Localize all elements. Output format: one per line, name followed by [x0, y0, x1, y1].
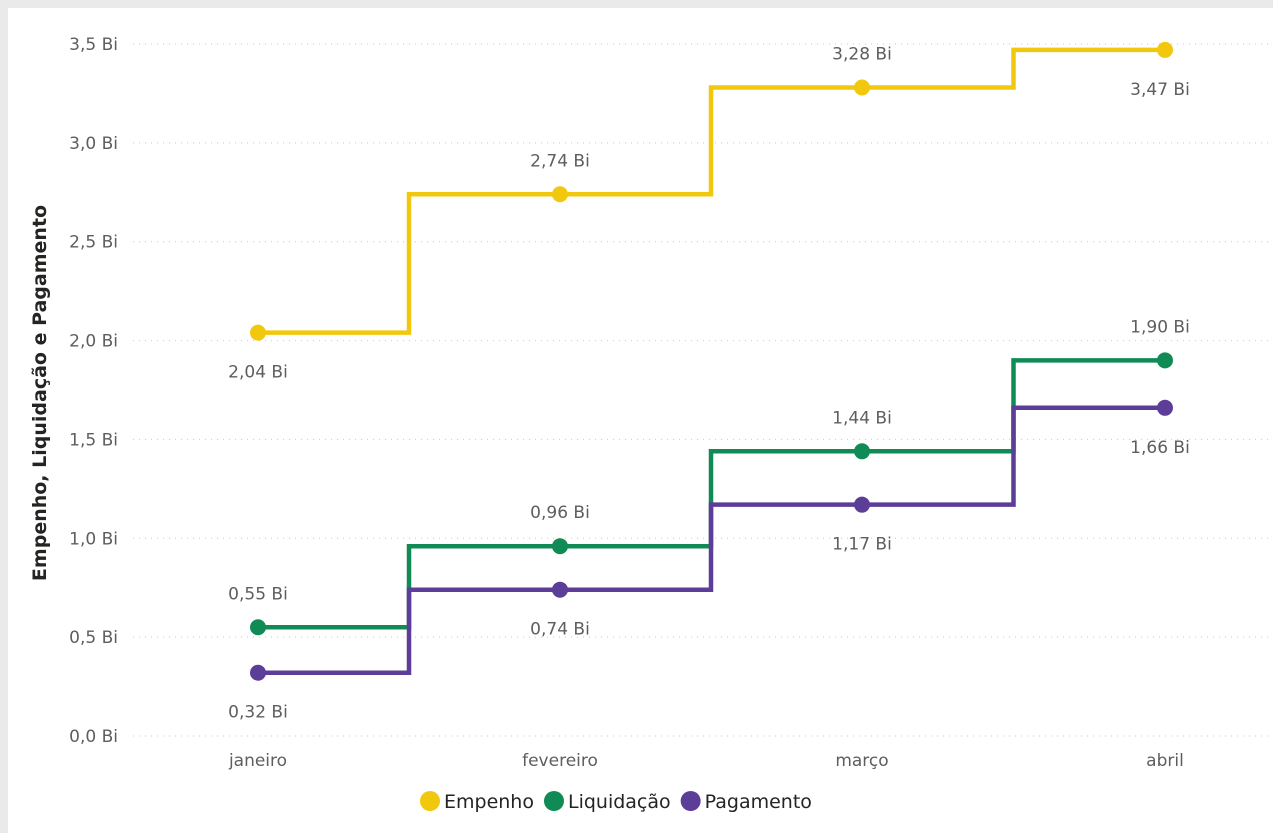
chart-panel: 0,0 Bi 0,5 Bi 1,0 Bi 1,5 Bi 2,0 Bi 2,5 Bi 3,0 …	[8, 8, 1273, 833]
data-point	[250, 619, 266, 636]
legend-marker	[543, 791, 564, 811]
y-tick-label: 2,0 Bi	[69, 332, 118, 352]
y-tick-label: 3,0 Bi	[69, 134, 118, 154]
legend: Empenho Liquidação Pagamento	[420, 791, 812, 813]
data-label: 1,17 Bi	[832, 535, 892, 555]
data-label: 0,55 Bi	[228, 584, 288, 604]
gridlines	[133, 43, 1273, 737]
x-tick-label: abril	[1146, 751, 1184, 771]
step-line-chart: 0,0 Bi 0,5 Bi 1,0 Bi 1,5 Bi 2,0 Bi 2,5 Bi 3,0 …	[29, 35, 1273, 813]
legend-label: Liquidação	[568, 791, 671, 813]
data-label: 0,96 Bi	[530, 503, 590, 523]
data-point	[250, 324, 266, 341]
data-label: 3,28 Bi	[832, 44, 892, 64]
y-tick-label: 2,5 Bi	[69, 233, 118, 253]
data-point	[854, 496, 870, 513]
x-tick-label: fevereiro	[522, 751, 598, 771]
data-point	[552, 538, 568, 555]
y-tick-label: 3,5 Bi	[69, 35, 118, 55]
data-label: 0,32 Bi	[228, 703, 288, 723]
legend-label: Empenho	[444, 791, 534, 813]
x-axis-ticks: janeiro fevereiro março abril	[228, 751, 1184, 771]
x-tick-label: janeiro	[228, 751, 287, 771]
data-point	[250, 664, 266, 681]
data-label: 1,90 Bi	[1130, 317, 1190, 337]
y-tick-label: 0,5 Bi	[69, 628, 118, 648]
series-line-pagamento	[258, 405, 1165, 675]
data-label: 1,66 Bi	[1130, 438, 1190, 458]
data-point	[854, 79, 870, 96]
data-label: 2,04 Bi	[228, 363, 288, 383]
data-label: 1,44 Bi	[832, 408, 892, 428]
y-tick-label: 0,0 Bi	[69, 727, 118, 747]
y-axis-title: Empenho, Liquidação e Pagamento	[29, 205, 51, 581]
data-point	[1157, 399, 1173, 416]
data-point	[1157, 41, 1173, 58]
data-point	[552, 186, 568, 203]
data-label: 3,47 Bi	[1130, 80, 1190, 100]
legend-marker	[420, 791, 440, 811]
data-label: 0,74 Bi	[530, 620, 590, 640]
legend-marker	[680, 791, 701, 811]
y-tick-label: 1,0 Bi	[69, 529, 118, 549]
series-lines	[250, 41, 1173, 681]
series-line-empenho	[258, 47, 1165, 335]
x-tick-label: março	[835, 751, 888, 771]
data-point	[552, 581, 568, 598]
y-tick-label: 1,5 Bi	[69, 430, 118, 450]
data-point	[1157, 352, 1173, 369]
y-axis-ticks: 0,0 Bi 0,5 Bi 1,0 Bi 1,5 Bi 2,0 Bi 2,5 Bi 3,0 …	[69, 35, 118, 747]
data-point	[854, 443, 870, 460]
legend-label: Pagamento	[705, 791, 812, 813]
data-label: 2,74 Bi	[530, 151, 590, 171]
data-labels: 2,04 Bi 2,74 Bi 3,28 Bi 3,47 Bi 0,55 Bi 0,96 …	[228, 44, 1190, 722]
